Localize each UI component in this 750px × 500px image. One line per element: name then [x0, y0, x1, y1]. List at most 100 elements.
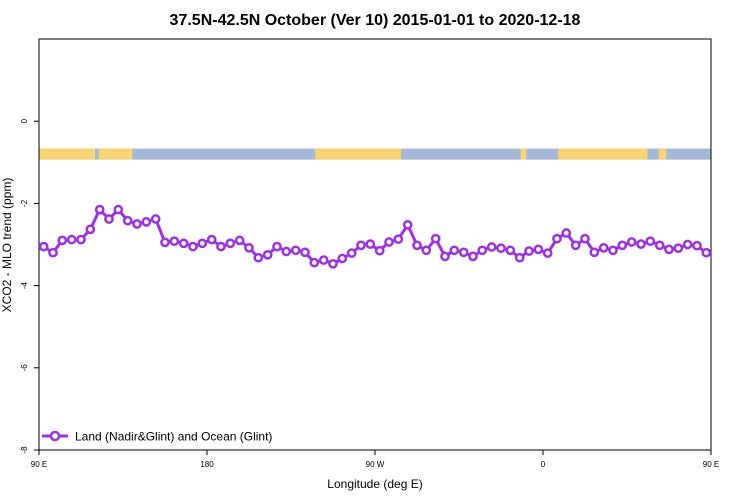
data-point [290, 245, 301, 256]
data-point [505, 245, 516, 256]
data-point [468, 251, 478, 262]
data-point [272, 241, 282, 252]
data-point [178, 238, 189, 249]
data-point [440, 251, 450, 262]
series-line-land-ocean [42, 208, 708, 266]
data-point [225, 238, 236, 249]
data-point [122, 215, 133, 226]
data-point [561, 228, 572, 238]
land-segment [557, 148, 648, 160]
data-point [654, 240, 665, 251]
data-point [421, 245, 432, 256]
x-tick-label: 90 E [31, 460, 47, 469]
data-point [673, 243, 684, 254]
legend-label: Land (Nadir&Glint) and Ocean (Glint) [75, 430, 272, 444]
data-point [608, 245, 618, 256]
data-point [477, 245, 488, 256]
data-point [188, 241, 198, 252]
data-point [374, 245, 385, 256]
data-point [309, 257, 320, 268]
data-point [66, 234, 77, 245]
data-point [300, 247, 310, 258]
legend: Land (Nadir&Glint) and Ocean (Glint) [42, 430, 272, 444]
data-point [197, 238, 208, 249]
data-point [328, 258, 338, 269]
data-point [514, 252, 525, 263]
data-point [486, 242, 497, 252]
y-tick-label: 0 [20, 118, 29, 123]
data-point [626, 237, 637, 247]
data-point [132, 219, 142, 229]
data-point [318, 255, 329, 265]
land-segment [315, 148, 402, 160]
data-point [104, 214, 114, 224]
data-point [356, 240, 366, 251]
y-tick-label: -8 [20, 446, 29, 454]
data-point [682, 239, 693, 250]
data-point [636, 239, 646, 249]
data-point [412, 240, 422, 251]
data-point [38, 241, 49, 252]
data-point [701, 247, 712, 258]
data-point [141, 217, 152, 227]
data-point [160, 237, 170, 248]
data-point [150, 214, 161, 224]
data-point [48, 247, 58, 258]
data-point [589, 247, 600, 258]
x-axis: 90 E 180 90 W 0 90 E [31, 450, 719, 469]
data-point [458, 247, 469, 258]
data-point [337, 253, 348, 264]
data-point [384, 237, 394, 247]
data-point [496, 243, 506, 254]
data-point [533, 244, 544, 255]
data-point [76, 234, 86, 245]
data-point [393, 234, 404, 245]
y-tick-label: -4 [20, 281, 29, 289]
data-point [85, 224, 96, 235]
data-point [524, 246, 534, 256]
data-point [57, 235, 68, 246]
land-ocean-strip [39, 148, 711, 160]
data-point [346, 248, 357, 258]
data-point [262, 249, 273, 260]
data-point [570, 240, 581, 251]
land-segment [658, 148, 667, 160]
data-point [664, 244, 674, 255]
series-points [38, 204, 712, 269]
data-point [365, 239, 376, 249]
y-tick-label: -2 [20, 199, 29, 207]
data-point [580, 233, 590, 244]
legend-marker [49, 430, 61, 442]
data-point [113, 204, 124, 215]
data-point [216, 241, 226, 252]
data-point [253, 252, 264, 263]
x-tick-label: 0 [541, 460, 546, 469]
data-point [169, 236, 180, 247]
y-axis-label: XCO2 - MLO trend (ppm) [0, 178, 14, 313]
data-point [692, 240, 702, 251]
data-point [645, 236, 656, 247]
land-segment [520, 148, 527, 160]
x-tick-label: 180 [200, 460, 214, 469]
data-point [430, 233, 441, 244]
y-tick-label: -6 [20, 364, 29, 372]
data-point [234, 235, 245, 246]
data-point [598, 242, 609, 253]
data-point [449, 245, 460, 256]
chart-title: 37.5N-42.5N October (Ver 10) 2015-01-01 … [170, 12, 581, 29]
x-axis-label: Longitude (deg E) [327, 477, 422, 491]
data-point [542, 248, 553, 258]
data-point [402, 219, 413, 230]
data-point [617, 240, 628, 251]
x-tick-label: 90 W [366, 460, 385, 469]
data-point [552, 233, 562, 244]
y-axis: 0 -2 -4 -6 -8 [20, 118, 39, 454]
x-tick-label: 90 E [703, 460, 719, 469]
data-point [206, 234, 217, 245]
data-point [281, 246, 292, 257]
data-point [94, 204, 105, 215]
land-segment [98, 148, 133, 160]
data-point [244, 242, 254, 253]
land-segment [39, 148, 95, 160]
